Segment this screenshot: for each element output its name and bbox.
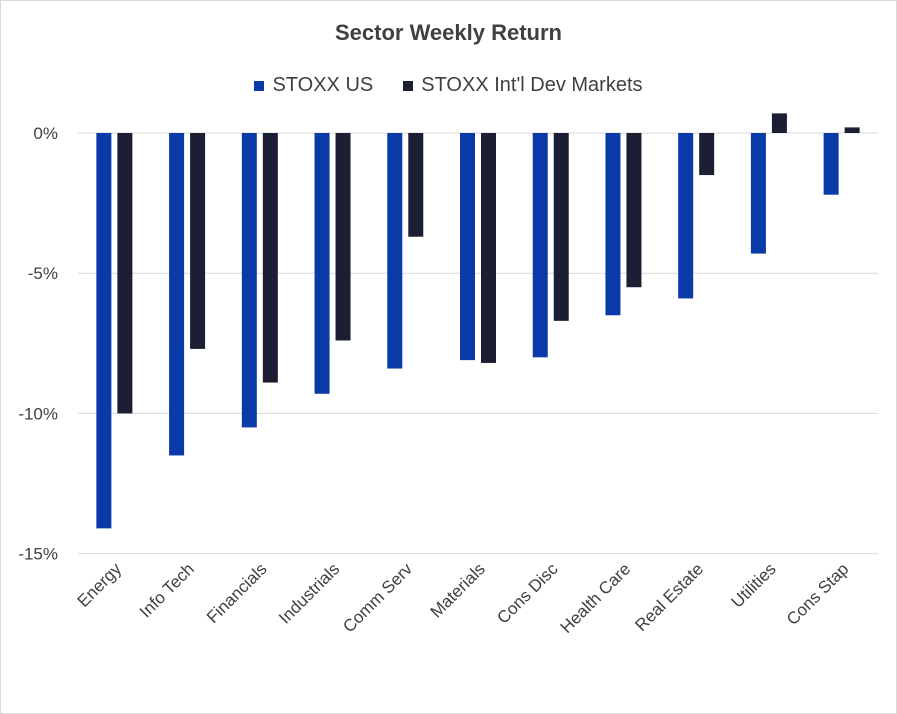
bar-stoxx-intl [771, 113, 787, 133]
legend-swatch-stoxx-intl [403, 80, 414, 91]
bar-stoxx-intl [481, 133, 496, 363]
bar-stoxx-intl [408, 133, 424, 237]
bar-stoxx-intl [190, 133, 206, 349]
legend-item-stoxx-intl: STOXX Int'l Dev Markets [403, 74, 643, 97]
x-tick-label: Utilities [728, 559, 780, 611]
bar-stoxx-us [169, 133, 185, 456]
bar-stoxx-intl [335, 133, 351, 341]
bar-stoxx-us [241, 133, 257, 428]
bar-stoxx-intl [553, 133, 569, 321]
x-tick-label: Cons Stap [783, 559, 853, 629]
bar-stoxx-us [387, 133, 403, 369]
bar-stoxx-intl [699, 133, 715, 176]
legend-label-stoxx-intl: STOXX Int'l Dev Markets [421, 74, 643, 96]
bar-stoxx-us [605, 133, 621, 316]
y-tick-label: 0% [33, 124, 58, 143]
bar-stoxx-us [678, 133, 694, 299]
x-tick-label: Real Estate [631, 559, 707, 635]
x-tick-label: Materials [427, 559, 489, 621]
y-tick-label: -10% [18, 404, 58, 423]
bar-stoxx-us [460, 133, 475, 361]
legend-swatch-stoxx-us [254, 80, 265, 91]
bar-stoxx-intl [844, 127, 860, 133]
bar-stoxx-us [314, 133, 330, 394]
x-tick-label: Health Care [557, 559, 635, 637]
x-tick-label: Financials [203, 559, 271, 627]
bar-stoxx-intl [262, 133, 278, 383]
y-tick-label: -5% [28, 264, 58, 283]
bar-stoxx-intl [626, 133, 642, 288]
bar-stoxx-us [750, 133, 766, 254]
x-tick-label: Cons Disc [493, 559, 562, 628]
legend-item-stoxx-us: STOXX US [254, 74, 373, 97]
y-tick-label: -15% [18, 545, 58, 564]
chart-legend: STOXX US STOXX Int'l Dev Markets [0, 74, 897, 97]
x-tick-label: Energy [74, 559, 126, 611]
legend-label-stoxx-us: STOXX US [272, 74, 374, 96]
bar-stoxx-us [532, 133, 548, 358]
bar-stoxx-us [96, 133, 112, 529]
bar-stoxx-intl [117, 133, 133, 414]
chart-title: Sector Weekly Return [334, 20, 562, 45]
x-tick-label: Info Tech [136, 559, 198, 621]
x-tick-label: Comm Serv [339, 559, 416, 636]
x-tick-label: Industrials [275, 559, 343, 627]
bar-stoxx-us [823, 133, 839, 195]
